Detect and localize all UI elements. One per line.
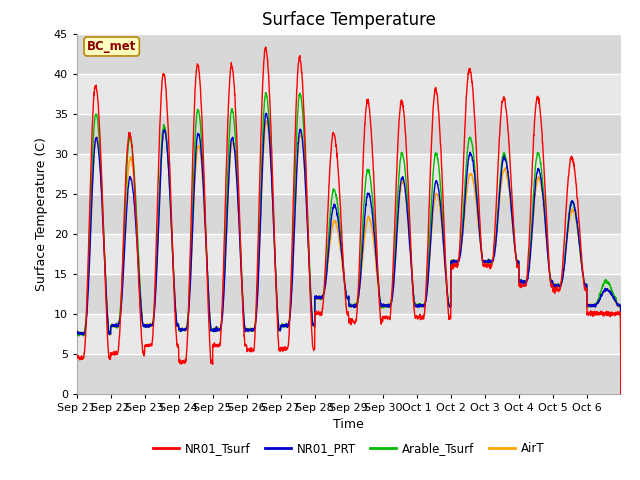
NR01_PRT <box>543 247 551 252</box>
Line: Arable_Tsurf: Arable_Tsurf <box>77 93 621 393</box>
Line: NR01_PRT: NR01_PRT <box>77 113 621 393</box>
Bar <box>77 234 621 274</box>
Arable_Tsurf <box>543 243 551 249</box>
NR01_Tsurf <box>381 315 389 321</box>
Bar <box>77 73 621 114</box>
Bar <box>77 313 621 354</box>
Arable_Tsurf <box>244 327 252 333</box>
Arable_Tsurf <box>262 90 270 96</box>
NR01_Tsurf <box>244 346 252 352</box>
Y-axis label: Surface Temperature (C): Surface Temperature (C) <box>35 137 48 290</box>
AirT <box>262 118 270 124</box>
NR01_Tsurf <box>262 44 269 50</box>
NR01_Tsurf <box>543 230 551 236</box>
Bar <box>77 34 621 73</box>
Title: Surface Temperature: Surface Temperature <box>262 11 436 29</box>
NR01_Tsurf <box>73 354 81 360</box>
Bar <box>77 193 621 234</box>
Bar <box>77 0 621 34</box>
Bar <box>77 354 621 394</box>
Line: NR01_Tsurf: NR01_Tsurf <box>77 47 621 393</box>
AirT <box>381 304 389 310</box>
NR01_PRT <box>513 258 520 264</box>
AirT <box>617 390 625 396</box>
NR01_PRT <box>262 110 270 116</box>
NR01_PRT <box>609 294 617 300</box>
NR01_PRT <box>127 177 135 182</box>
Legend: NR01_Tsurf, NR01_PRT, Arable_Tsurf, AirT: NR01_Tsurf, NR01_PRT, Arable_Tsurf, AirT <box>148 437 549 460</box>
NR01_Tsurf <box>127 137 135 143</box>
AirT <box>543 247 551 253</box>
AirT <box>244 328 252 334</box>
AirT <box>609 294 617 300</box>
NR01_PRT <box>73 329 81 335</box>
Arable_Tsurf <box>513 257 520 263</box>
Line: AirT: AirT <box>77 121 621 393</box>
Bar <box>77 154 621 193</box>
Bar <box>77 114 621 154</box>
AirT <box>127 156 135 161</box>
AirT <box>73 331 81 337</box>
AirT <box>513 256 520 262</box>
NR01_PRT <box>381 302 389 308</box>
Arable_Tsurf <box>609 292 617 298</box>
NR01_PRT <box>617 390 625 396</box>
NR01_Tsurf <box>609 312 617 317</box>
Arable_Tsurf <box>127 137 135 143</box>
Arable_Tsurf <box>73 330 81 336</box>
NR01_Tsurf <box>617 390 625 396</box>
Arable_Tsurf <box>617 390 625 396</box>
NR01_PRT <box>244 327 252 333</box>
Bar <box>77 274 621 313</box>
NR01_Tsurf <box>513 260 520 265</box>
Text: BC_met: BC_met <box>87 40 136 53</box>
Arable_Tsurf <box>381 303 389 309</box>
X-axis label: Time: Time <box>333 418 364 431</box>
